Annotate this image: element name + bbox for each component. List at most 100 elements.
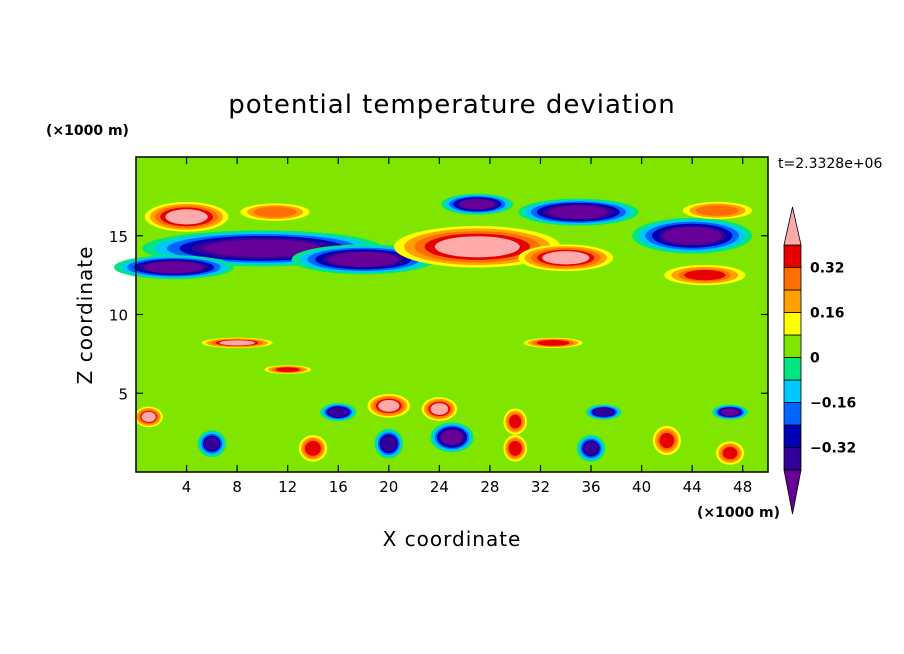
- contour-band: [684, 269, 726, 281]
- field-feature: [632, 217, 753, 254]
- field-feature: [134, 406, 163, 428]
- contour-band: [509, 414, 522, 429]
- colorbar-band: [783, 379, 802, 403]
- field-feature: [374, 428, 404, 459]
- colorbar-band: [783, 357, 802, 381]
- x-tick-label: 4: [182, 478, 192, 496]
- contour-band: [378, 399, 400, 412]
- x-axis-ticks: 4 8 12 16 20 24 28 32 36 40 44 48: [182, 157, 752, 496]
- x-tick-label: 16: [329, 478, 348, 496]
- field-feature: [264, 365, 312, 374]
- field-feature: [652, 425, 681, 456]
- contour-band: [441, 429, 463, 445]
- field-feature: [585, 404, 622, 420]
- y-unit-label: (×1000 m): [46, 123, 129, 139]
- contour-band: [275, 367, 300, 372]
- field-feature: [320, 403, 357, 422]
- colorbar-band: [783, 312, 802, 336]
- x-axis-label: X coordinate: [383, 527, 522, 551]
- contour-band: [430, 403, 449, 415]
- field-feature: [114, 255, 234, 280]
- contour-band: [699, 206, 736, 215]
- contour-band: [538, 340, 568, 346]
- colorbar-band: [783, 244, 802, 268]
- field-feature: [503, 408, 527, 435]
- x-tick-label: 48: [733, 478, 752, 496]
- contour-band: [721, 408, 739, 416]
- colorbar: 0.32 0.16 0 −0.16 −0.32: [783, 206, 856, 515]
- field-feature: [518, 244, 614, 272]
- contour-band: [594, 408, 613, 416]
- contour-band: [435, 236, 519, 258]
- contour-band: [722, 447, 738, 459]
- colorbar-band: [783, 447, 802, 471]
- colorbar-band: [783, 289, 802, 313]
- contour-band: [328, 252, 399, 267]
- contour-band: [219, 340, 255, 346]
- y-tick-label: 5: [118, 385, 128, 403]
- x-tick-label: 20: [379, 478, 398, 496]
- x-tick-label: 44: [683, 478, 702, 496]
- field-feature: [523, 337, 583, 348]
- field-feature: [441, 193, 514, 215]
- y-tick-label: 10: [109, 307, 128, 325]
- contour-band: [165, 209, 208, 225]
- contour-band: [548, 205, 608, 219]
- contour-band: [509, 441, 522, 455]
- field-feature: [682, 201, 753, 220]
- contour-band: [141, 411, 156, 423]
- contour-band: [305, 441, 321, 455]
- colorbar-label: 0.32: [810, 261, 845, 277]
- x-tick-label: 28: [480, 478, 499, 496]
- y-axis-label: Z coordinate: [73, 246, 97, 385]
- field-feature: [240, 203, 310, 221]
- colorbar-label: 0: [810, 351, 820, 367]
- y-axis-ticks: 5 10 15: [109, 228, 768, 403]
- field-feature: [716, 441, 745, 465]
- chart-title: potential temperature deviation: [228, 90, 675, 120]
- colorbar-band: [783, 402, 802, 426]
- x-tick-label: 12: [278, 478, 297, 496]
- contour-band: [662, 226, 722, 245]
- field-feature: [298, 435, 328, 462]
- contour-field: [114, 193, 753, 465]
- field-feature: [664, 264, 746, 286]
- x-tick-label: 32: [531, 478, 550, 496]
- field-feature: [144, 202, 229, 232]
- field-feature: [421, 397, 458, 421]
- colorbar-band: [783, 424, 802, 448]
- contour-band: [329, 407, 348, 417]
- field-feature: [430, 422, 474, 453]
- contour-band: [144, 261, 204, 274]
- field-feature: [201, 337, 273, 349]
- colorbar-label: −0.16: [810, 396, 856, 412]
- x-tick-label: 36: [581, 478, 600, 496]
- contour-band: [659, 433, 674, 448]
- contour-band: [381, 436, 396, 452]
- field-feature: [576, 435, 606, 462]
- colorbar-max-extension: [783, 206, 802, 246]
- time-label: t=2.3328e+06: [778, 156, 882, 172]
- x-tick-label: 8: [232, 478, 242, 496]
- y-tick-label: 15: [109, 228, 128, 246]
- field-feature: [518, 198, 639, 226]
- colorbar-label: 0.16: [810, 306, 845, 322]
- field-feature: [712, 404, 749, 420]
- contour-band: [203, 239, 322, 258]
- contour-band: [542, 251, 590, 265]
- colorbar-min-extension: [783, 469, 802, 515]
- contour-band: [204, 437, 219, 451]
- contour-band: [583, 441, 599, 455]
- x-tick-label: 40: [632, 478, 651, 496]
- contour-band: [459, 199, 495, 210]
- colorbar-label: −0.32: [810, 441, 856, 457]
- contour-band: [257, 207, 293, 217]
- colorbar-band: [783, 334, 802, 358]
- x-tick-label: 24: [430, 478, 449, 496]
- field-feature: [503, 435, 527, 462]
- field-feature: [367, 394, 411, 418]
- colorbar-band: [783, 267, 802, 291]
- contour-plot-area: [114, 156, 769, 473]
- x-unit-label: (×1000 m): [697, 505, 780, 521]
